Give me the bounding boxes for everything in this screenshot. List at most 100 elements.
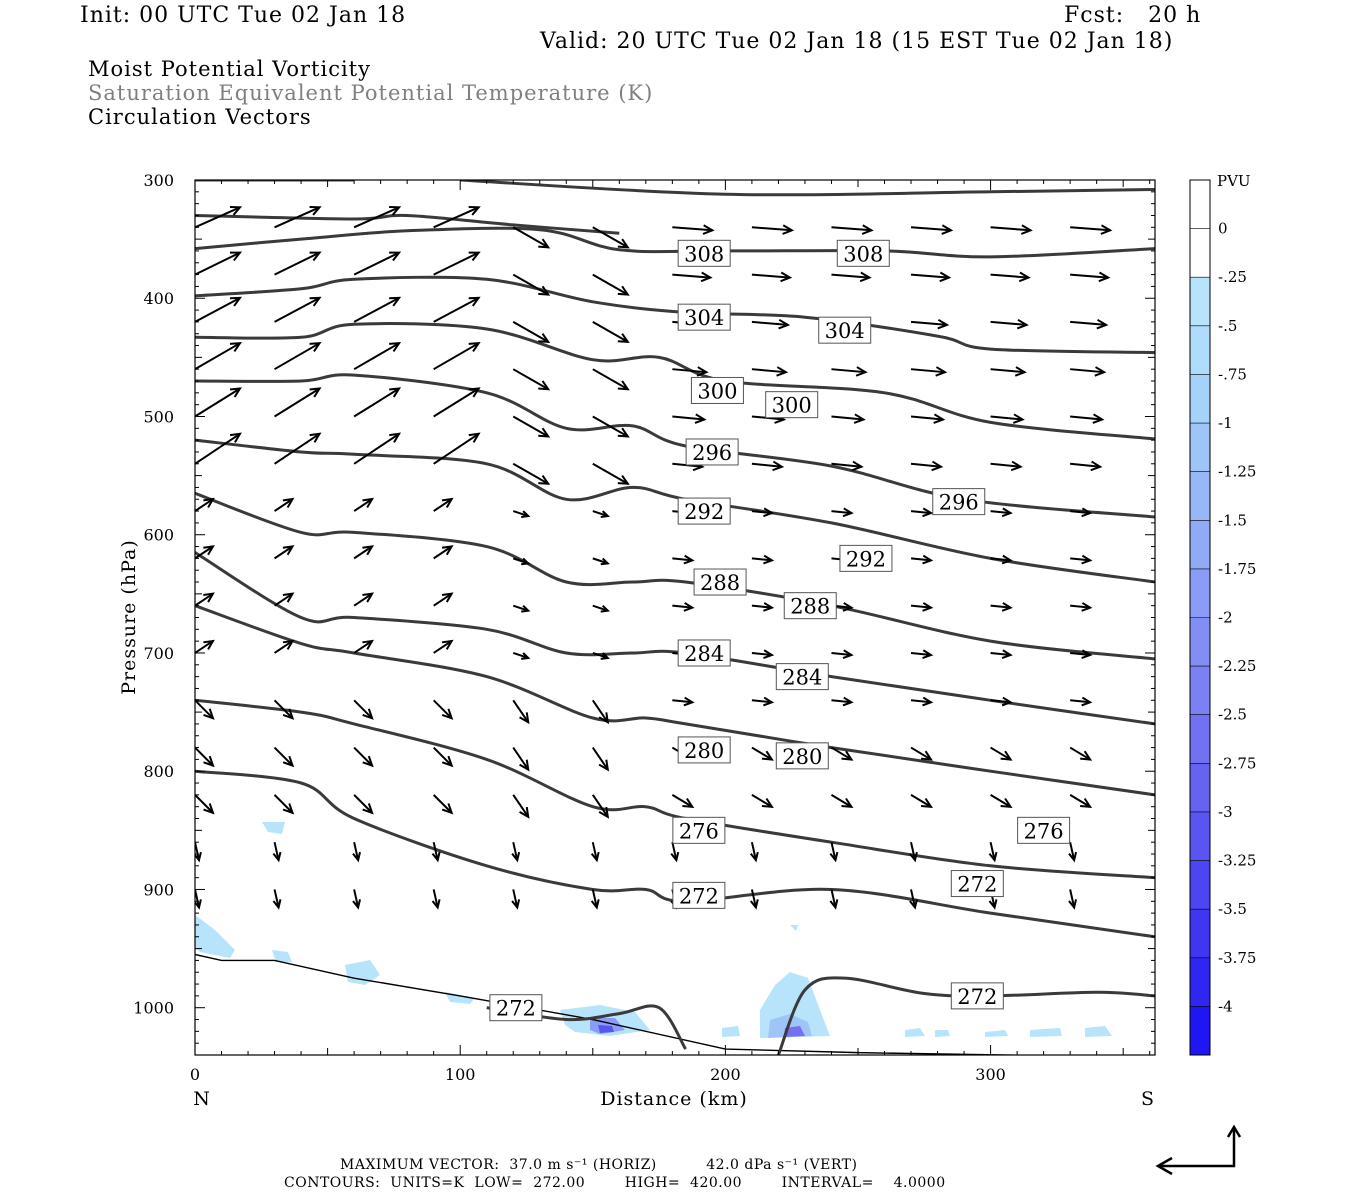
mpv-shaded-area (598, 1025, 614, 1033)
circulation-vector (195, 205, 243, 229)
circulation-vector (195, 432, 242, 465)
colorbar-tick-label: -.5 (1218, 317, 1237, 335)
circulation-vector (433, 296, 481, 323)
reference-vector-icon (1155, 1124, 1242, 1176)
circulation-vector (672, 602, 695, 612)
circulation-vector (990, 318, 1029, 330)
circulation-vector (592, 557, 610, 566)
circulation-vector (1070, 366, 1107, 377)
contour-label: 272 (950, 982, 1004, 1010)
circulation-vector (1069, 794, 1093, 809)
colorbar-tick-label: -2.25 (1218, 657, 1256, 675)
circulation-vector (195, 296, 243, 323)
init-time: Init: 00 UTC Tue 02 Jan 18 (80, 3, 407, 28)
circulation-vector (433, 251, 481, 276)
circulation-vector (432, 699, 454, 720)
colorbar-tick-label: -.25 (1218, 268, 1247, 286)
circulation-vector (274, 545, 295, 560)
circulation-vector (831, 224, 874, 235)
svg-text:288: 288 (700, 571, 740, 595)
x-tick-label: 200 (710, 1065, 741, 1084)
circulation-vector (910, 318, 950, 330)
circulation-vector (751, 318, 791, 330)
contour-label: 304 (818, 316, 872, 344)
theta-contour-280 (195, 604, 1155, 797)
circulation-vector (990, 224, 1033, 235)
circulation-vector (592, 462, 630, 485)
circulation-vector (353, 746, 374, 768)
circulation-vector (274, 296, 322, 323)
circulation-vector (751, 224, 795, 235)
colorbar-swatch (1190, 520, 1210, 570)
svg-text:272: 272 (496, 997, 536, 1021)
circulation-vector (910, 746, 933, 761)
colorbar-swatch (1190, 860, 1210, 910)
circulation-vector (353, 342, 402, 371)
circulation-vector (591, 747, 610, 772)
circulation-vector (592, 604, 610, 613)
colorbar-swatch (1190, 666, 1210, 716)
circulation-vector (670, 841, 680, 863)
circulation-vector (592, 273, 630, 296)
circulation-vector (672, 224, 715, 235)
circulation-vector (751, 271, 793, 283)
contour-label: 292 (677, 497, 731, 525)
colorbar-swatch (1190, 714, 1210, 764)
circulation-vector (751, 649, 775, 660)
mpv-shaded-area (722, 1026, 740, 1037)
circulation-vectors (195, 205, 1113, 910)
colorbar-swatch (1190, 374, 1210, 424)
north-label: N (193, 1088, 211, 1110)
circulation-vector (274, 342, 322, 371)
circulation-vector (751, 507, 775, 518)
circulation-vector (273, 746, 295, 768)
theta-contour-292 (195, 438, 1155, 584)
theta-contour-304 (195, 275, 1155, 355)
mpv-shaded-area (1085, 1026, 1112, 1037)
colorbar-swatch (1190, 325, 1210, 375)
circulation-vector (830, 746, 854, 761)
colorbar-swatch (1190, 957, 1210, 1007)
colorbar-tick-label: -3.5 (1218, 900, 1247, 918)
colorbar-swatch (1190, 763, 1210, 813)
circulation-vector (831, 460, 864, 472)
circulation-vector (512, 415, 551, 438)
circulation-vector (751, 696, 775, 707)
mpv-colorbar: 0 -.25 -.5 -.75 -1 -1.25 -1.5 -1.75 -2 -2.25 -2.5 -… (1189, 179, 1256, 1056)
theta-contour-segment (195, 213, 620, 235)
contour-label: 276 (1017, 816, 1071, 844)
circulation-vector (353, 794, 374, 815)
circulation-vector (830, 794, 854, 809)
circulation-vector (432, 746, 454, 768)
circulation-vector (1068, 841, 1078, 863)
circulation-vector (672, 696, 695, 707)
circulation-vector (512, 321, 551, 344)
circulation-vector (433, 205, 481, 229)
y-axis-label: Pressure (hPa) (118, 539, 140, 695)
colorbar-unit-label: PVU (1217, 172, 1251, 190)
contour-label: 304 (677, 303, 731, 331)
circulation-vector (433, 639, 454, 654)
circulation-vector (1070, 318, 1109, 330)
mpv-shaded-area (272, 950, 292, 962)
circulation-vector (592, 368, 630, 391)
contour-label: 308 (677, 239, 731, 267)
contour-info: CONTOURS: UNITS=K LOW= 272.00 HIGH= 420.… (284, 1175, 946, 1191)
circulation-vector (831, 507, 854, 518)
circulation-vector (195, 794, 215, 815)
colorbar-swatch (1190, 180, 1210, 230)
colorbar-swatch (1190, 423, 1210, 473)
circulation-vector (831, 366, 868, 377)
south-label: S (1141, 1088, 1155, 1110)
circulation-vector (433, 545, 454, 560)
circulation-vector (353, 205, 402, 229)
colorbar-swatch (1190, 471, 1210, 521)
circulation-vector (195, 342, 242, 371)
svg-text:280: 280 (684, 739, 724, 763)
theta-contour-segment (460, 180, 1155, 197)
circulation-vector (512, 604, 531, 613)
circulation-vector (672, 366, 709, 377)
circulation-vector (512, 510, 531, 518)
colorbar-tick-label: -1.5 (1218, 511, 1247, 529)
circulation-vector (433, 387, 481, 418)
